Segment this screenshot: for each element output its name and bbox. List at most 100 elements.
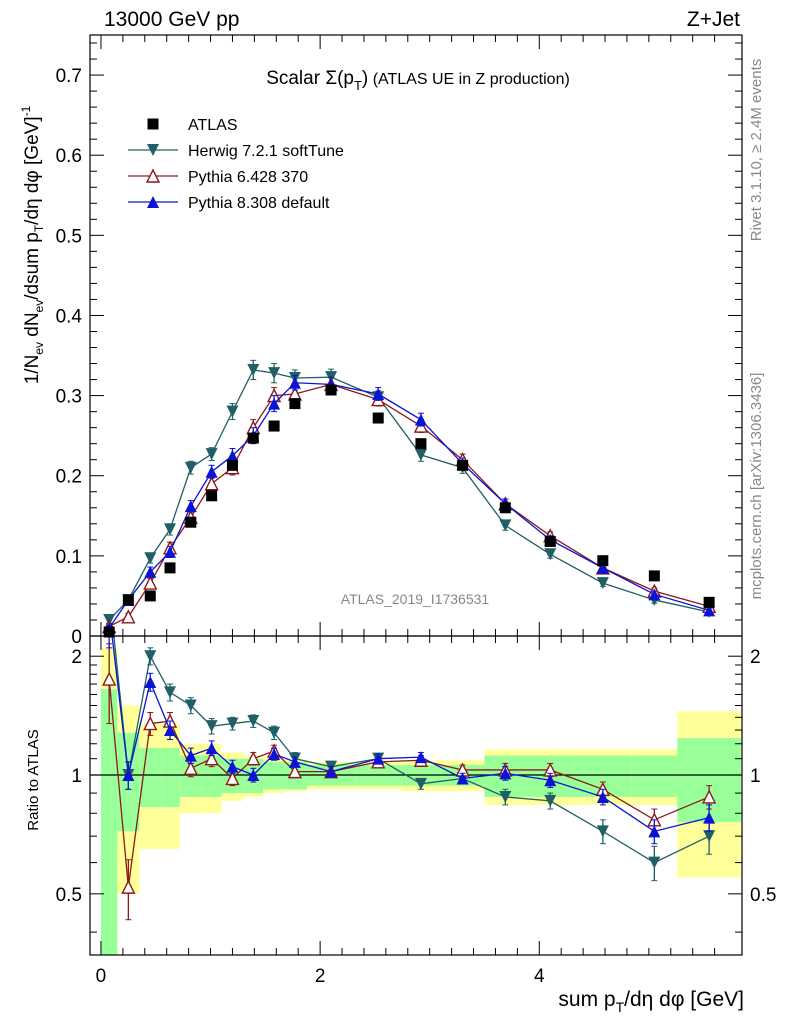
data-point: [372, 387, 385, 400]
ratio-point: [703, 811, 716, 824]
legend-label: Pythia 8.308 default: [188, 195, 330, 212]
ratio-point: [596, 790, 609, 803]
series-pythia-6-428-370: [102, 376, 717, 921]
data-point: [596, 561, 609, 574]
legend-entry: ATLAS: [147, 117, 238, 134]
legend-marker: [147, 196, 159, 208]
ratio-series-group: [106, 636, 716, 845]
data-point: [164, 562, 176, 574]
analysis-watermark: ATLAS_2019_I1736531: [341, 591, 490, 607]
data-point: [143, 575, 158, 590]
ratio-point: [703, 830, 716, 843]
ratio-series-group: [113, 636, 716, 882]
data-point: [103, 626, 115, 638]
legend-entry: Herwig 7.2.1 softTune: [128, 143, 344, 160]
data-point: [414, 448, 427, 461]
data-point: [247, 432, 259, 444]
data-point: [268, 420, 280, 432]
rivet-label: Rivet 3.1.10, ≥ 2.4M events: [748, 59, 765, 242]
legend-entry: Pythia 8.308 default: [128, 195, 330, 212]
x-axis-label: sum pT/dη dφ [GeV]: [558, 988, 744, 1015]
ratio-point: [184, 699, 197, 712]
ratio-point: [183, 760, 198, 775]
data-point: [544, 548, 557, 561]
ratio-point: [184, 749, 197, 762]
ratio-tick-label: 0.5: [56, 885, 82, 906]
ratio-point: [414, 777, 427, 790]
ratio-point: [648, 825, 661, 838]
data-point: [144, 590, 156, 602]
data-point: [268, 367, 281, 380]
legend-label: Herwig 7.2.1 softTune: [188, 143, 344, 160]
ratio-point: [268, 726, 281, 739]
y-tick-label: 0.1: [56, 547, 82, 568]
ratio-point: [499, 790, 512, 803]
legend-marker: [147, 118, 159, 130]
ratio-tick-label: 2: [71, 647, 82, 668]
ratio-point: [247, 715, 260, 728]
data-point: [268, 397, 281, 410]
data-point: [121, 609, 136, 624]
y-tick-label: 0.2: [56, 467, 82, 488]
ratio-point: [163, 686, 176, 699]
ratio-point: [204, 751, 219, 766]
ratio-tick-label-right: 2: [750, 647, 761, 668]
ratio-tick-label-right: 0.5: [750, 885, 776, 906]
y-tick-label: 0.6: [56, 146, 82, 167]
data-point: [544, 535, 556, 547]
ratio-uncertainty-bands: [100, 647, 741, 955]
data-point: [648, 570, 660, 582]
ratio-point: [288, 755, 301, 768]
data-point: [205, 465, 218, 478]
data-point: [226, 459, 238, 471]
data-point: [247, 363, 260, 376]
data-point: [596, 577, 609, 590]
data-point: [204, 476, 219, 491]
data-point: [289, 398, 301, 410]
data-point: [414, 413, 427, 426]
ratio-point: [372, 752, 385, 765]
ratio-point: [225, 770, 240, 786]
chart-title: Scalar Σ(pT) (ATLAS UE in Z production): [266, 68, 570, 93]
title-rest: (ATLAS UE in Z production): [368, 71, 570, 88]
axis-ticks: 00.10.20.30.40.50.60.70 2 40.5 0.51 12 2: [56, 35, 776, 987]
ratio-tick-label-right: 1: [750, 766, 761, 787]
y-axis-label: 1/Nev dNev/dsum pT/dη dφ [GeV]-1: [19, 105, 46, 384]
ratio-plot-frame: [89, 635, 743, 956]
title-sub: T: [354, 78, 362, 93]
ratio-point: [102, 671, 117, 686]
ratio-point: [325, 765, 338, 778]
data-point: [122, 594, 134, 606]
data-point: [325, 384, 337, 396]
data-point: [703, 604, 716, 617]
data-point: [372, 412, 384, 424]
ratio-point: [701, 789, 717, 804]
legend: ATLAS Herwig 7.2.1 softTune Pythia 6.428 3…: [128, 117, 344, 212]
ratio-point: [596, 825, 609, 838]
band-inner-bin: [161, 748, 180, 807]
data-point: [648, 588, 661, 601]
data-point: [226, 405, 239, 418]
data-point: [457, 459, 469, 471]
ratio-point: [456, 772, 469, 785]
band-inner-bin: [100, 689, 118, 955]
x-tick-label: 4: [534, 966, 545, 987]
ratio-point: [205, 720, 218, 733]
ratio-point: [226, 760, 239, 773]
ratio-point: [648, 856, 661, 869]
data-point: [226, 449, 239, 462]
band-inner-bin: [631, 755, 678, 797]
ratio-point: [121, 879, 136, 894]
ratio-tick-label: 1: [71, 766, 82, 787]
series-layer: [102, 359, 717, 921]
ratio-point: [499, 767, 512, 780]
ratio-point: [122, 769, 135, 782]
data-point: [144, 552, 157, 565]
ratio-point: [246, 751, 261, 766]
ratio-point: [544, 794, 557, 807]
y-tick-label: 0.7: [56, 66, 82, 87]
ratio-point: [163, 724, 176, 737]
data-point: [206, 490, 218, 502]
data-point: [184, 461, 197, 474]
ratio-point: [268, 748, 281, 761]
